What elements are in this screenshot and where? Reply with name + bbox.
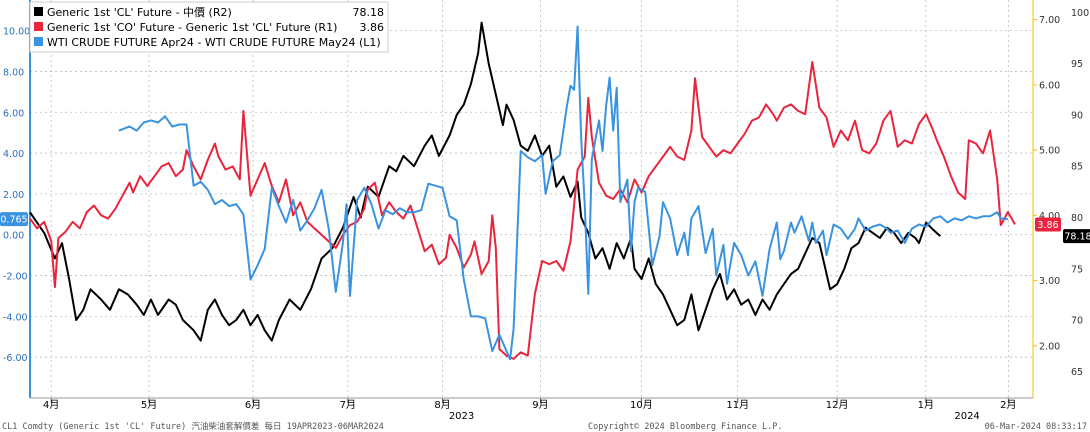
- tag-r2-box: [1063, 229, 1090, 244]
- left-tick-label: 8.00: [3, 67, 24, 78]
- footer: CL1 Comdty (Generic 1st 'CL' Future) 汽油柴…: [2, 421, 1087, 432]
- legend-swatch-0: [34, 7, 43, 16]
- x-year-label: 2024: [954, 411, 979, 422]
- r1-tick-label: 2.00: [1039, 341, 1060, 352]
- tag-r1-box: [1035, 217, 1061, 232]
- x-tick-label: 9月: [532, 399, 548, 411]
- x-tick-label: 8月: [434, 399, 450, 411]
- legend-label-0: Generic 1st 'CL' Future - 中價 (R2): [47, 5, 232, 19]
- x-tick-label: 6月: [245, 399, 261, 411]
- x-tick-label: 11月: [726, 399, 749, 411]
- r1-tick-label: 5.00: [1039, 146, 1060, 157]
- left-tick-label: 10.00: [3, 27, 30, 38]
- series-layer: [29, 21, 1016, 361]
- left-tick-label: -2.00: [3, 272, 28, 283]
- x-tick-label: 5月: [141, 399, 157, 411]
- left-tick-label: 4.00: [3, 149, 24, 160]
- x-tick-label: 4月: [43, 399, 59, 411]
- tag-r2-text: 78.18: [1064, 232, 1090, 243]
- legend-swatch-2: [34, 37, 43, 46]
- footer-left: CL1 Comdty (Generic 1st 'CL' Future) 汽油柴…: [2, 421, 384, 432]
- r1-tick-label: 6.00: [1039, 80, 1060, 91]
- tag-r1-text: 3.86: [1037, 220, 1058, 231]
- r1-tick-label: 4.00: [1039, 211, 1060, 222]
- left-tick-label: -6.00: [3, 353, 28, 364]
- tag-l1-text: 0.765: [0, 215, 27, 226]
- tag-l1-box: [0, 212, 28, 227]
- legend-box: [29, 1, 389, 53]
- last-value-tags: 0.765 3.86 78.18: [0, 212, 1090, 244]
- left-tick-label: 6.00: [3, 108, 24, 119]
- x-tick-label: 10月: [630, 399, 653, 411]
- r2-tick-label: 90: [1071, 110, 1083, 121]
- grid: [30, 0, 1033, 398]
- legend: Generic 1st 'CL' Future - 中價 (R2) 78.18 …: [29, 1, 389, 53]
- axes: 10.00 8.00 6.00 4.00 2.00 0.00 -2.00 -4.00 -6.00…: [3, 0, 1089, 422]
- left-tick-label: 0.00: [3, 231, 24, 242]
- footer-center: Copyright© 2024 Bloomberg Finance L.P.: [588, 422, 782, 432]
- footer-right: 06-Mar-2024 08:33:17: [985, 422, 1087, 432]
- r1-tick-label: 3.00: [1039, 276, 1060, 287]
- r2-tick-label: 95: [1071, 59, 1083, 70]
- r2-tick-label: 65: [1071, 367, 1083, 378]
- x-tick-label: 1月: [918, 399, 934, 411]
- x-tick-label: 12月: [826, 399, 849, 411]
- legend-label-1: Generic 1st 'CO' Future - Generic 1st 'C…: [47, 21, 337, 34]
- r2-tick-label: 70: [1071, 316, 1083, 327]
- legend-swatch-1: [34, 22, 43, 31]
- series-line-2: [118, 25, 1008, 361]
- legend-label-2: WTI CRUDE FUTURE Apr24 - WTI CRUDE FUTUR…: [47, 36, 381, 49]
- r2-tick-label: 100: [1071, 8, 1089, 19]
- left-tick-label: 2.00: [3, 190, 24, 201]
- series-line-0: [29, 21, 941, 342]
- legend-value-0: 78.18: [353, 6, 385, 19]
- r2-tick-label: 85: [1071, 162, 1083, 173]
- r2-tick-label: 75: [1071, 264, 1083, 275]
- x-tick-label: 7月: [340, 399, 356, 411]
- r1-tick-label: 7.00: [1039, 15, 1060, 26]
- left-tick-label: -4.00: [3, 312, 28, 323]
- x-tick-label: 2月: [1000, 399, 1016, 411]
- r2-tick-label: 80: [1071, 213, 1083, 224]
- legend-value-1: 3.86: [360, 21, 385, 34]
- x-year-label: 2023: [449, 411, 474, 422]
